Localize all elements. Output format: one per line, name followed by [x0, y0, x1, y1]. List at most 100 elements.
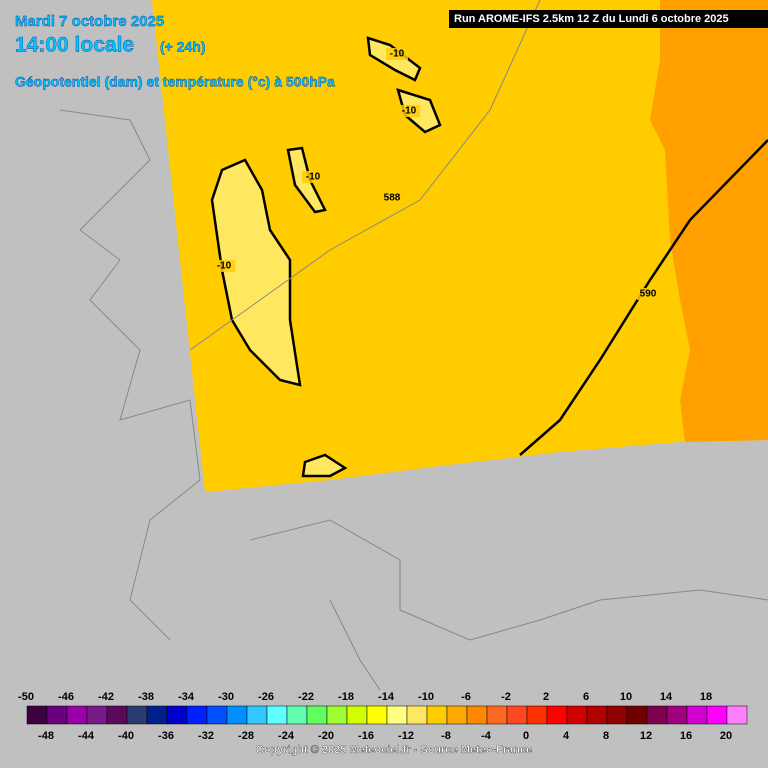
legend-label: -22 — [298, 691, 314, 703]
run-info: Run AROME-IFS 2.5km 12 Z du Lundi 6 octo… — [454, 13, 729, 25]
legend-label: 8 — [603, 730, 609, 742]
legend-label: -6 — [461, 691, 471, 703]
legend-swatch — [226, 705, 248, 725]
legend-swatch — [286, 705, 308, 725]
legend-swatch — [646, 705, 668, 725]
legend-swatch — [266, 705, 288, 725]
legend-swatch — [626, 705, 648, 725]
contour-590 — [519, 139, 768, 456]
legend-swatch — [446, 705, 468, 725]
legend-swatch — [326, 705, 348, 725]
contour-label: 590 — [640, 289, 657, 300]
legend-label: -16 — [358, 730, 374, 742]
legend-label: 16 — [680, 730, 692, 742]
legend-label: -28 — [238, 730, 254, 742]
legend-swatch — [486, 705, 508, 725]
legend-swatch — [426, 705, 448, 725]
subtitle: Géopotentiel (dam) et température (°c) à… — [15, 74, 335, 90]
legend-swatch — [46, 705, 68, 725]
legend-swatch — [706, 705, 728, 725]
legend-label: -26 — [258, 691, 274, 703]
border — [249, 519, 768, 641]
contour-label: -10 — [306, 172, 321, 183]
legend-label: -34 — [178, 691, 195, 703]
legend-swatch — [306, 705, 328, 725]
legend-label: 14 — [660, 691, 673, 703]
legend-label: 12 — [640, 730, 652, 742]
legend-label: 6 — [583, 691, 589, 703]
legend-label: -14 — [378, 691, 395, 703]
legend-label: -42 — [98, 691, 114, 703]
legend-label: -46 — [58, 691, 74, 703]
legend-swatch — [666, 705, 688, 725]
legend-label: -48 — [38, 730, 54, 742]
contour-label: -10 — [217, 261, 232, 272]
legend-swatch — [106, 705, 128, 725]
time: 14:00 locale — [15, 34, 134, 57]
coastline — [59, 109, 201, 641]
legend-swatch — [86, 705, 108, 725]
legend-label: -36 — [158, 730, 174, 742]
copyright: Copyright © 2025 Meteociel.fr - Source M… — [256, 744, 532, 756]
label-bg — [213, 260, 235, 272]
legend-swatch — [66, 705, 88, 725]
legend-label: -4 — [481, 730, 492, 742]
legend-label: 18 — [700, 691, 712, 703]
legend-swatch — [186, 705, 208, 725]
legend-label: 20 — [720, 730, 732, 742]
legend-swatch — [586, 705, 608, 725]
legend-label: 10 — [620, 691, 632, 703]
legend-swatch — [606, 705, 628, 725]
legend-swatch — [346, 705, 368, 725]
legend-label: -20 — [318, 730, 334, 742]
border — [189, 0, 541, 351]
legend-label: 2 — [543, 691, 549, 703]
model-domain — [152, 0, 768, 492]
contour-label: -10 — [402, 106, 417, 117]
label-bg — [386, 48, 408, 60]
label-bg — [398, 105, 420, 117]
legend-swatch — [206, 705, 228, 725]
legend-swatch — [406, 705, 428, 725]
legend-swatch — [546, 705, 568, 725]
legend-swatch — [386, 705, 408, 725]
border — [329, 599, 381, 691]
cold-pocket — [301, 453, 348, 478]
legend-label: -18 — [338, 691, 354, 703]
legend-label: -32 — [198, 730, 214, 742]
legend-label: -50 — [18, 691, 34, 703]
legend-label: -2 — [501, 691, 511, 703]
legend-label: -24 — [278, 730, 295, 742]
legend-label: -8 — [441, 730, 451, 742]
legend-swatch — [246, 705, 268, 725]
date: Mardi 7 octobre 2025 — [15, 13, 164, 30]
legend-swatch — [526, 705, 548, 725]
legend-label: -38 — [138, 691, 154, 703]
legend-swatch — [566, 705, 588, 725]
legend-swatch — [686, 705, 708, 725]
contour-label: -10 — [390, 49, 405, 60]
label-bg — [302, 171, 324, 183]
legend-label: 0 — [523, 730, 529, 742]
legend-swatch — [366, 705, 388, 725]
contour-label: 588 — [384, 193, 401, 204]
legend-swatch — [146, 705, 168, 725]
legend-label: -30 — [218, 691, 234, 703]
label-bg — [637, 288, 659, 300]
contour-labels: -10 -10 -10 -10 588 590 — [213, 48, 659, 300]
warm-region — [650, 0, 768, 442]
label-bg — [381, 192, 403, 204]
legend-swatch — [126, 705, 148, 725]
legend-label: -44 — [78, 730, 95, 742]
legend-swatch — [726, 705, 748, 725]
legend-label: -10 — [418, 691, 434, 703]
legend: -50-48-46-44-42-40-38-36-34-32-30-28-26-… — [18, 691, 748, 742]
legend-label: 4 — [563, 730, 570, 742]
legend-swatch — [26, 705, 48, 725]
legend-label: -12 — [398, 730, 414, 742]
legend-label: -40 — [118, 730, 134, 742]
legend-swatch — [506, 705, 528, 725]
legend-swatch — [466, 705, 488, 725]
lead: (+ 24h) — [160, 39, 206, 55]
